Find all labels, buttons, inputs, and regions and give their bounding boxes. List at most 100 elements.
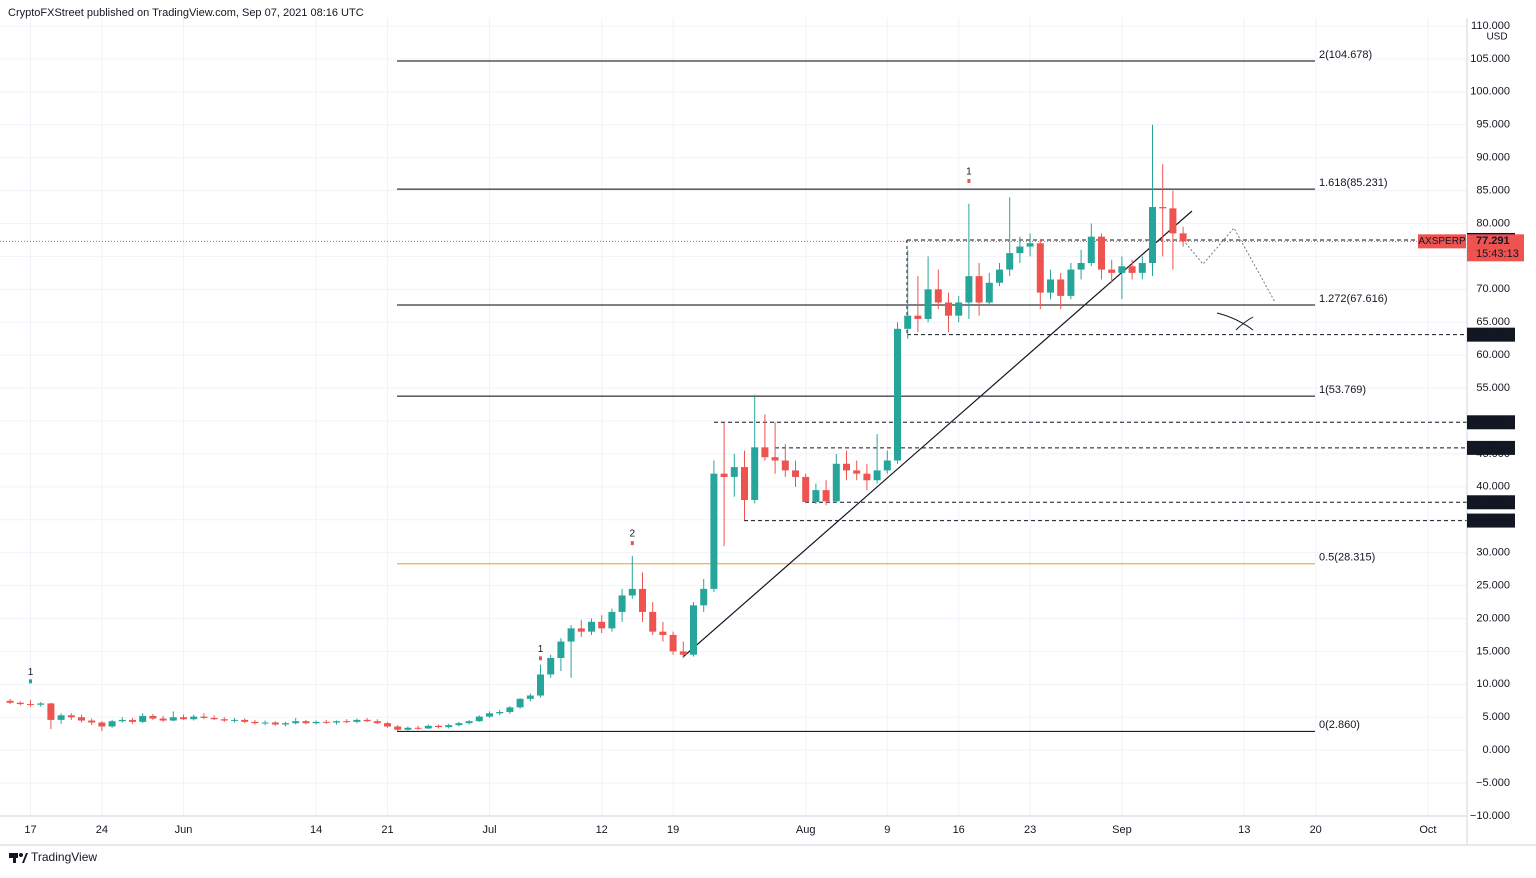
candle-body	[802, 476, 810, 502]
tv-logo	[9, 853, 28, 863]
candle-body	[863, 473, 871, 481]
candle-body	[47, 703, 55, 720]
candle-body	[414, 727, 422, 729]
candle-body	[577, 628, 585, 632]
candle-body	[690, 605, 697, 655]
candle-body	[934, 289, 942, 303]
y-tick-label: 100.000	[1470, 86, 1510, 98]
candle-body	[843, 463, 850, 471]
candle-body	[465, 721, 473, 724]
candle-body	[771, 457, 779, 461]
candle-body	[679, 651, 687, 655]
x-tick-label: Aug	[796, 824, 816, 836]
candle-body	[700, 588, 708, 606]
candle-body	[37, 703, 45, 705]
y-tick-label: 55.000	[1476, 382, 1510, 394]
candle-body	[1006, 253, 1014, 270]
level-badge	[1467, 415, 1515, 430]
symbol-badge	[1418, 234, 1466, 249]
candle-body	[526, 695, 534, 699]
candle-body	[832, 463, 840, 502]
candle-body	[435, 725, 442, 728]
candle-body	[792, 470, 799, 477]
candle-body	[649, 611, 657, 632]
candle-body	[710, 473, 718, 589]
y-tick-label: 85.000	[1476, 184, 1510, 196]
fib-label: 1.272(67.616)	[1319, 293, 1388, 305]
y-tick-label: 65.000	[1476, 316, 1510, 328]
candle-body	[1149, 207, 1156, 263]
candle-body	[394, 726, 402, 730]
x-tick-label: 19	[667, 824, 679, 836]
td-arrow	[539, 656, 542, 661]
candle-body	[343, 721, 351, 723]
candle-body	[883, 460, 891, 471]
candle-body	[404, 727, 412, 730]
candle-body	[67, 715, 75, 718]
countdown: 15:43:13	[1476, 248, 1519, 260]
candle-body	[781, 460, 789, 471]
candle-body	[1026, 243, 1034, 247]
header: CryptoFXStreet published on TradingView.…	[8, 7, 364, 19]
candle-body	[261, 722, 269, 724]
candle-body	[159, 718, 167, 721]
candle-body	[16, 702, 24, 705]
level-label: 49.804	[1474, 416, 1509, 428]
candle-body	[894, 328, 901, 461]
td-count: 1	[538, 644, 544, 655]
candle-body	[567, 628, 575, 642]
candle-body	[669, 634, 677, 652]
td-count: 1	[28, 667, 34, 678]
candle-body	[996, 269, 1003, 283]
x-tick-label: 14	[310, 824, 322, 836]
x-tick-label: Jul	[482, 824, 496, 836]
candle-body	[118, 719, 126, 722]
x-tick-label: 17	[24, 824, 36, 836]
candle-body	[302, 721, 310, 724]
candle-body	[200, 716, 208, 718]
fib-label: 1.618(85.231)	[1319, 177, 1388, 189]
candle-body	[241, 719, 249, 722]
y-tick-label: 25.000	[1476, 579, 1510, 591]
candle-body	[1169, 208, 1177, 234]
level-badge	[1467, 513, 1515, 528]
candle-body	[914, 315, 922, 319]
fib-label: 0(2.860)	[1319, 719, 1360, 731]
candle-body	[424, 725, 432, 729]
symbol-label: AXSPERP	[1418, 236, 1466, 247]
x-tick-label: 24	[96, 824, 108, 836]
candle-body	[6, 700, 14, 703]
td-arrow	[967, 179, 971, 183]
candle-body	[1138, 263, 1146, 273]
candle-body	[486, 713, 493, 717]
candle-body	[1077, 263, 1085, 270]
y-tick-label: 20.000	[1476, 612, 1510, 624]
candle-body	[751, 447, 759, 500]
candle-body	[1036, 243, 1044, 293]
trendline	[682, 210, 1193, 658]
level-badge	[1467, 495, 1515, 510]
candle-body	[639, 588, 646, 612]
y-tick-label: 95.000	[1476, 119, 1510, 131]
y-tick-label: 90.000	[1476, 152, 1510, 164]
y-tick-label: 0.000	[1482, 744, 1510, 756]
x-tick-label: Oct	[1419, 824, 1436, 836]
candle-body	[955, 302, 963, 316]
x-tick-label: Jun	[175, 824, 193, 836]
candle-body	[608, 611, 616, 629]
candle-body	[98, 722, 106, 727]
y-tick-label: −5.000	[1476, 777, 1510, 789]
candle-body	[761, 447, 769, 458]
candle-body	[455, 723, 463, 726]
candle-body	[720, 473, 728, 477]
level-label: 45.914	[1474, 442, 1509, 454]
candle-body	[557, 641, 565, 658]
candle-body	[282, 723, 289, 725]
candle-body	[445, 725, 453, 728]
candle-body	[373, 721, 381, 724]
y-tick-label: 60.000	[1476, 349, 1510, 361]
candle-body	[618, 595, 626, 612]
candle-body	[292, 721, 300, 724]
x-tick-label: 12	[596, 824, 608, 836]
candle-body	[822, 490, 830, 502]
